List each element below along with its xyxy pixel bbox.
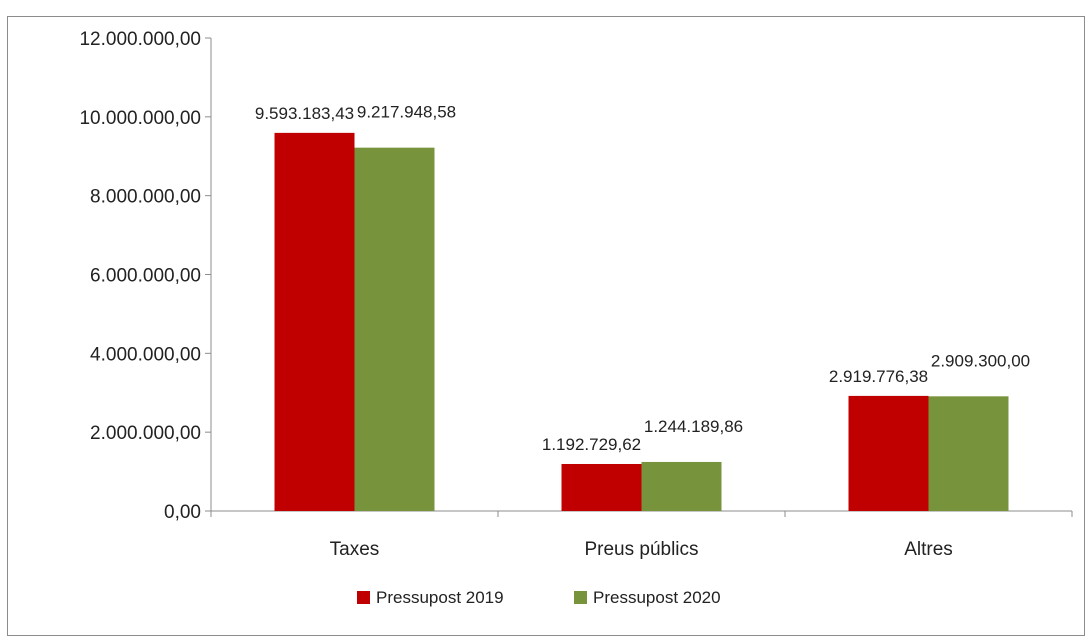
- y-tick-label: 12.000.000,00: [79, 29, 201, 50]
- y-tick-label: 4.000.000,00: [90, 344, 201, 365]
- bar-2019: [561, 463, 642, 511]
- y-tick-label: 10.000.000,00: [79, 108, 201, 129]
- x-category-label: Taxes: [330, 539, 380, 560]
- data-label: 9.593.183,43: [255, 104, 354, 123]
- y-tick-label: 8.000.000,00: [90, 187, 201, 208]
- data-label: 2.919.776,38: [829, 367, 928, 386]
- y-tick-label: 2.000.000,00: [90, 423, 201, 444]
- bar-2019: [274, 132, 355, 511]
- bar-2020: [928, 396, 1009, 511]
- legend-label: Pressupost 2019: [376, 588, 504, 607]
- data-label: 9.217.948,58: [357, 103, 456, 122]
- legend-swatch: [574, 591, 587, 604]
- bar-2020: [354, 147, 435, 512]
- data-label: 2.909.300,00: [931, 351, 1030, 370]
- x-category-label: Preus públics: [584, 539, 698, 560]
- bar-2020: [641, 461, 722, 511]
- legend-label: Pressupost 2020: [593, 588, 721, 607]
- x-category-label: Altres: [904, 539, 953, 560]
- y-tick-label: 6.000.000,00: [90, 266, 201, 287]
- data-label: 1.192.729,62: [542, 435, 641, 454]
- legend-swatch: [357, 591, 370, 604]
- chart-frame: [7, 16, 1085, 636]
- bar-2019: [848, 395, 929, 511]
- data-label: 1.244.189,86: [644, 417, 743, 436]
- y-tick-label: 0,00: [164, 502, 201, 523]
